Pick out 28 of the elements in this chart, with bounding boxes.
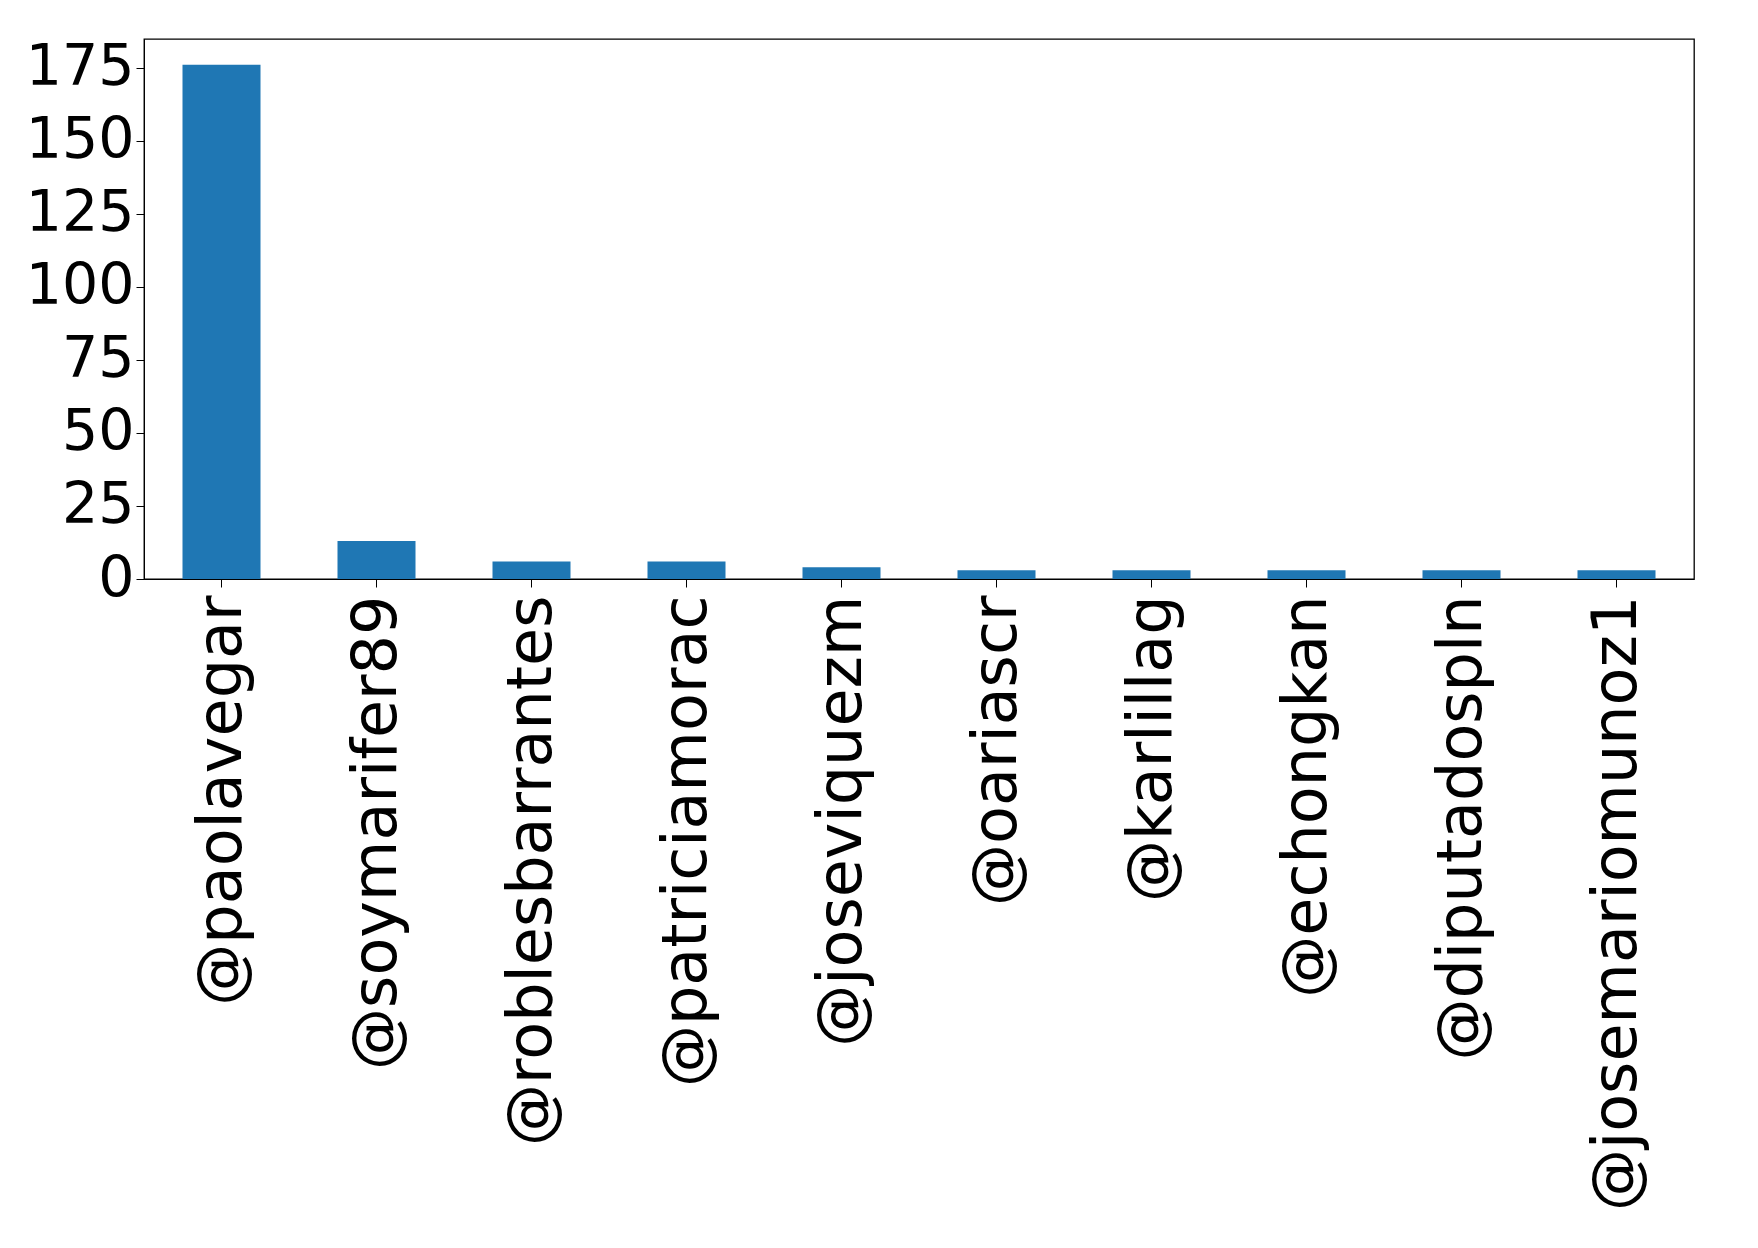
x-tick-label: @josemariomunoz1 — [1577, 595, 1651, 1212]
bar — [1112, 570, 1191, 579]
x-tick-label: @roblesbarrantes — [492, 595, 566, 1146]
y-tick-label: 125 — [25, 178, 135, 245]
x-tick-label: @diputadospln — [1422, 595, 1496, 1061]
y-tick-label: 175 — [25, 32, 135, 99]
y-tick-label: 150 — [25, 105, 135, 172]
y-tick-label: 75 — [61, 324, 135, 391]
x-tick-label: @joseviquezm — [802, 595, 876, 1047]
x-tick-label: @soymarifer89 — [337, 595, 411, 1070]
x-tick-label: @echongkan — [1267, 595, 1341, 998]
bar — [1267, 570, 1346, 579]
bar — [647, 561, 726, 579]
bar — [802, 567, 881, 579]
bar — [957, 570, 1036, 579]
x-tick-label: @paolavegar — [182, 595, 256, 1006]
bar — [492, 561, 571, 579]
x-tick-label: @karlillag — [1112, 595, 1186, 903]
x-tick-label: @oariascr — [957, 594, 1031, 907]
bar — [182, 64, 261, 579]
y-tick-label: 25 — [61, 470, 135, 537]
y-tick-label: 50 — [61, 397, 135, 464]
bar — [337, 541, 416, 579]
bar — [1577, 570, 1656, 579]
y-tick-label: 100 — [25, 251, 135, 318]
x-tick-label: @patriciamorac — [647, 595, 721, 1088]
y-tick-label: 0 — [98, 543, 135, 610]
bar — [1422, 570, 1501, 579]
